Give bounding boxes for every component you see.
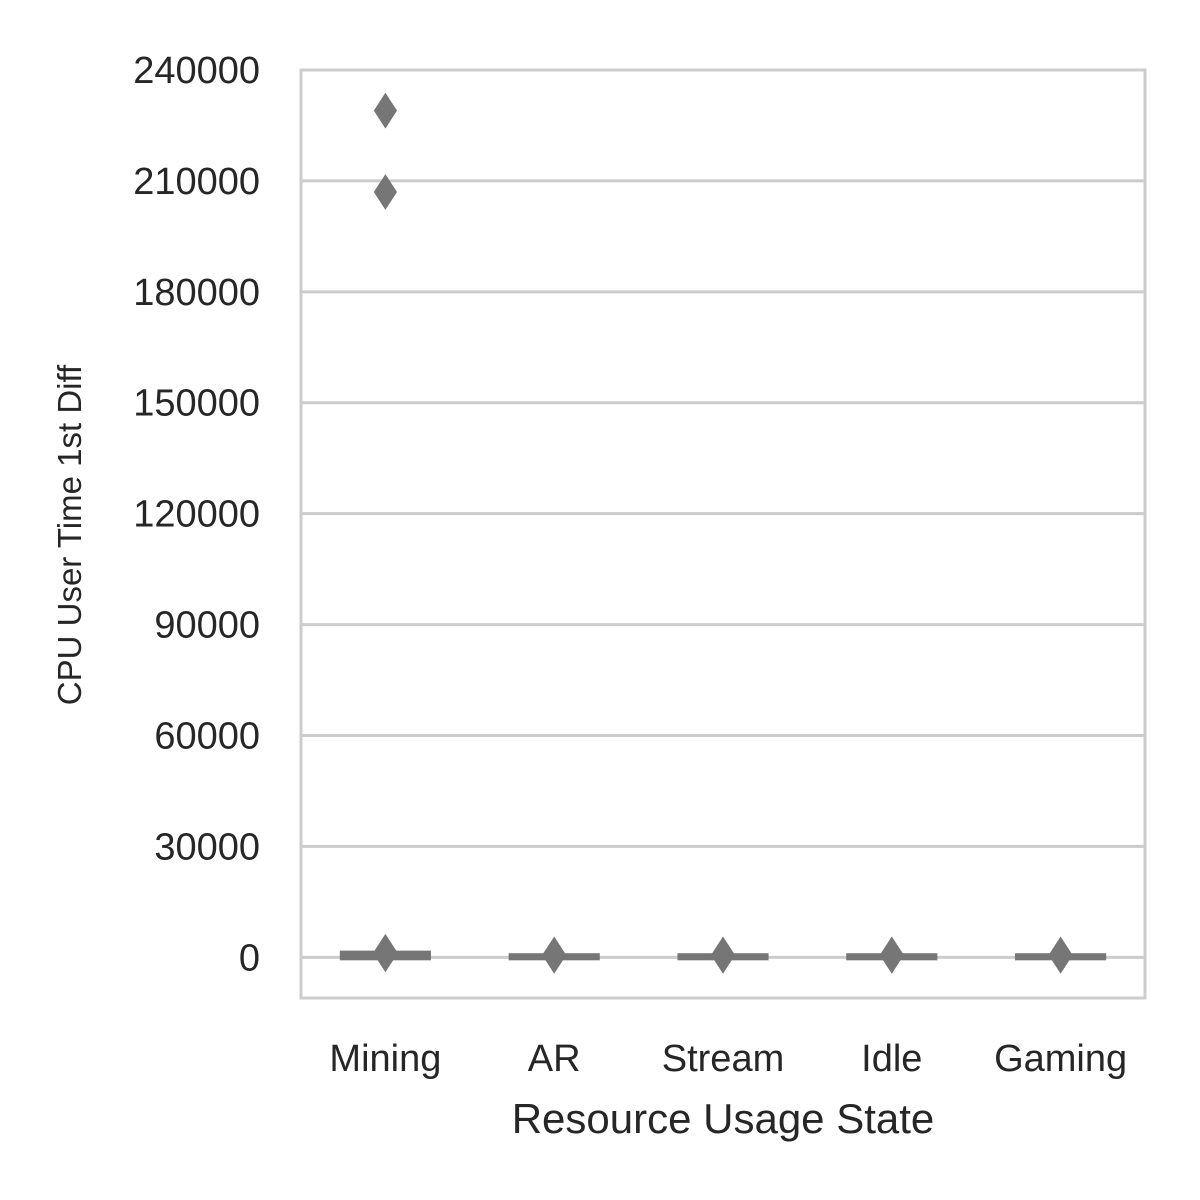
outlier-point bbox=[373, 174, 397, 210]
y-tick-label: 120000 bbox=[133, 494, 260, 536]
outlier-point bbox=[711, 937, 735, 974]
x-tick-label: Gaming bbox=[994, 1038, 1127, 1080]
x-tick-label: AR bbox=[528, 1038, 581, 1080]
plot-frame bbox=[299, 68, 1147, 1000]
box-gaming bbox=[1015, 936, 1107, 974]
x-tick-label: Mining bbox=[329, 1038, 441, 1080]
x-tick-labels: Mining AR Stream Idle Gaming bbox=[329, 1038, 1127, 1080]
outlier-point bbox=[373, 92, 397, 129]
box-ar bbox=[508, 936, 600, 974]
y-tick-label: 210000 bbox=[133, 161, 260, 203]
box-stream bbox=[677, 936, 769, 974]
outlier-point bbox=[1049, 937, 1073, 974]
x-tick-label: Stream bbox=[662, 1038, 784, 1080]
grid-lines bbox=[301, 68, 1145, 959]
box-idle bbox=[846, 936, 938, 974]
y-tick-label: 0 bbox=[239, 937, 260, 979]
x-axis-label: Resource Usage State bbox=[512, 1095, 935, 1142]
box-plot-marks bbox=[339, 92, 1107, 974]
outlier-point bbox=[373, 936, 397, 973]
y-axis-label: CPU User Time 1st Diff bbox=[51, 364, 88, 705]
y-tick-label: 240000 bbox=[133, 50, 260, 92]
y-tick-label: 60000 bbox=[154, 715, 260, 757]
x-tick-label: Idle bbox=[861, 1038, 922, 1080]
y-tick-labels: 0 30000 60000 90000 120000 150000 180000 210000… bbox=[133, 50, 260, 979]
y-tick-label: 90000 bbox=[154, 605, 260, 647]
y-tick-label: 150000 bbox=[133, 383, 260, 425]
y-tick-label: 30000 bbox=[154, 826, 260, 868]
y-tick-label: 180000 bbox=[133, 272, 260, 314]
outlier-point bbox=[542, 937, 566, 974]
box-mining bbox=[339, 92, 431, 973]
outlier-point bbox=[880, 937, 904, 974]
